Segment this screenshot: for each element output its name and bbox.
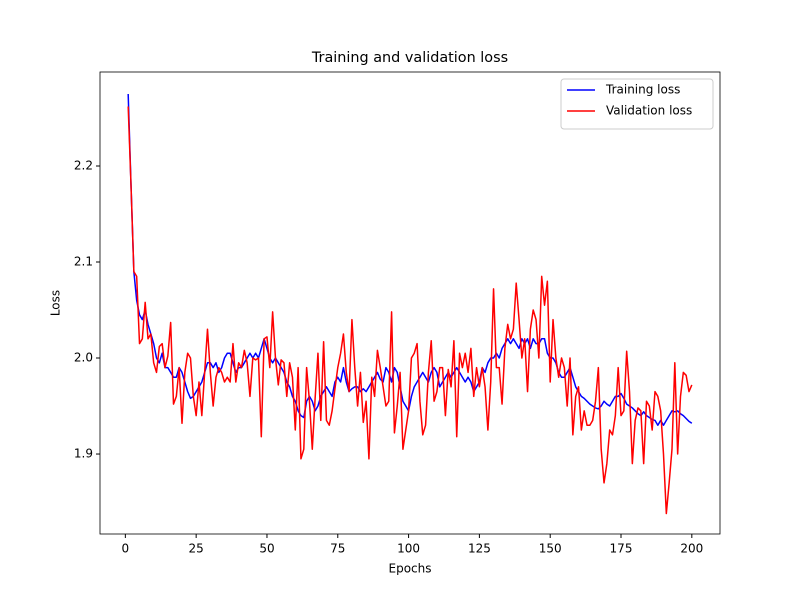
x-tick-label: 175 [610, 542, 633, 556]
x-tick-label: 100 [397, 542, 420, 556]
x-tick-label: 50 [259, 542, 274, 556]
legend-box [560, 78, 714, 130]
x-tick-label: 150 [539, 542, 562, 556]
legend-label: Training loss [605, 83, 680, 97]
y-tick-label: 2.1 [74, 255, 93, 269]
legend-label: Validation loss [606, 104, 692, 118]
chart-title: Training and validation loss [311, 50, 508, 66]
y-tick-label: 1.9 [74, 447, 93, 461]
x-tick-label: 75 [330, 542, 345, 556]
y-tick-label: 2.0 [74, 351, 93, 365]
x-axis-label: Epochs [389, 562, 432, 576]
y-tick-label: 2.2 [74, 158, 93, 172]
plot-frame [99, 71, 721, 535]
line [127, 93, 693, 426]
line [127, 106, 693, 515]
x-tick-label: 0 [122, 542, 130, 556]
x-tick-label: 25 [189, 542, 204, 556]
x-tick-label: 200 [680, 542, 703, 556]
x-tick-label: 125 [468, 542, 491, 556]
y-axis-label: Loss [49, 290, 63, 316]
